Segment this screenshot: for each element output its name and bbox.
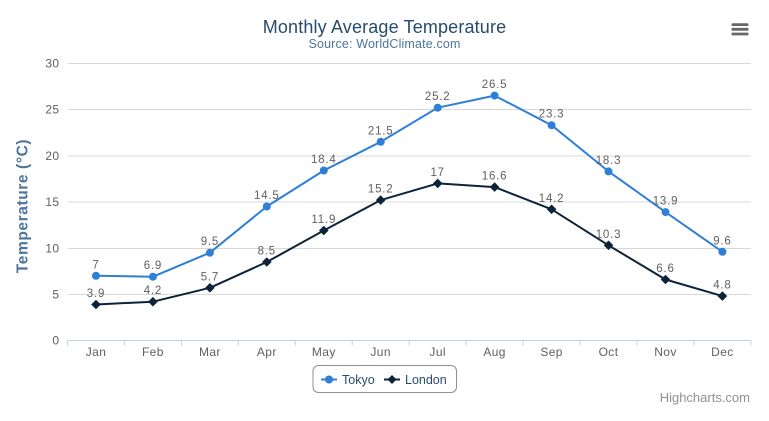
svg-text:6.9: 6.9 xyxy=(144,260,162,272)
svg-text:26.5: 26.5 xyxy=(482,79,508,91)
svg-text:Highcharts.com: Highcharts.com xyxy=(660,390,750,405)
svg-text:14.2: 14.2 xyxy=(539,193,565,205)
svg-text:Dec: Dec xyxy=(711,345,734,359)
svg-text:London: London xyxy=(405,373,447,387)
svg-text:May: May xyxy=(312,345,336,359)
svg-text:7: 7 xyxy=(92,259,99,271)
svg-text:30: 30 xyxy=(45,57,59,71)
svg-text:Apr: Apr xyxy=(257,345,277,359)
svg-text:17: 17 xyxy=(430,167,444,179)
svg-text:15: 15 xyxy=(45,195,59,209)
svg-text:Tokyo: Tokyo xyxy=(342,373,375,387)
svg-text:5: 5 xyxy=(52,288,59,302)
svg-text:11.9: 11.9 xyxy=(311,214,336,226)
svg-text:10: 10 xyxy=(45,241,59,255)
svg-text:0: 0 xyxy=(52,334,59,348)
svg-text:Nov: Nov xyxy=(654,345,677,359)
svg-text:8.5: 8.5 xyxy=(258,246,276,258)
svg-text:10.3: 10.3 xyxy=(596,229,622,241)
svg-text:15.2: 15.2 xyxy=(368,184,394,196)
svg-text:21.5: 21.5 xyxy=(368,125,394,137)
svg-text:23.3: 23.3 xyxy=(539,109,565,121)
svg-text:25.2: 25.2 xyxy=(425,91,451,103)
svg-text:Aug: Aug xyxy=(483,345,506,359)
svg-text:6.6: 6.6 xyxy=(656,263,674,275)
svg-text:9.5: 9.5 xyxy=(201,236,219,248)
svg-text:25: 25 xyxy=(45,103,59,117)
svg-text:Jan: Jan xyxy=(86,345,107,359)
svg-text:Sep: Sep xyxy=(540,345,563,359)
svg-text:5.7: 5.7 xyxy=(201,271,219,283)
svg-text:3.9: 3.9 xyxy=(87,288,105,300)
svg-text:18.4: 18.4 xyxy=(311,154,337,166)
svg-text:Temperature (°C): Temperature (°C) xyxy=(15,139,32,273)
svg-text:Jul: Jul xyxy=(429,345,446,359)
svg-text:Jun: Jun xyxy=(370,345,391,359)
svg-text:Feb: Feb xyxy=(142,345,164,359)
svg-text:20: 20 xyxy=(45,149,59,163)
svg-text:13.9: 13.9 xyxy=(653,196,679,208)
svg-text:18.3: 18.3 xyxy=(596,155,622,167)
svg-text:Source: WorldClimate.com: Source: WorldClimate.com xyxy=(308,37,460,51)
svg-text:4.8: 4.8 xyxy=(713,280,731,292)
svg-text:Monthly Average Temperature: Monthly Average Temperature xyxy=(263,17,507,37)
svg-text:16.6: 16.6 xyxy=(482,171,508,183)
svg-text:Mar: Mar xyxy=(199,345,221,359)
svg-text:14.5: 14.5 xyxy=(254,190,280,202)
svg-text:4.2: 4.2 xyxy=(144,285,162,297)
svg-text:Oct: Oct xyxy=(599,345,619,359)
svg-text:9.6: 9.6 xyxy=(713,235,731,247)
